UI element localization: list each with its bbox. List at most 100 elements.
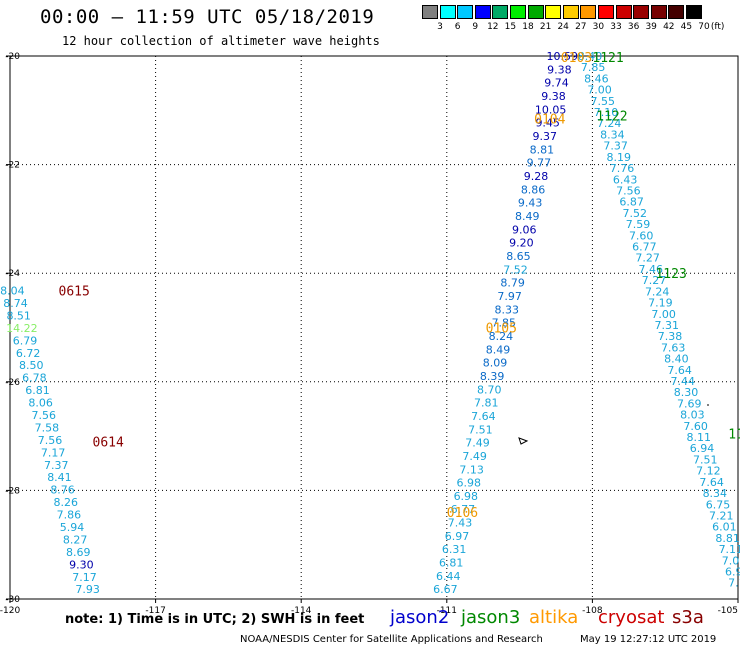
lon-tick-label: -111 [437, 606, 457, 616]
wave-height-point: 8.03 [680, 409, 705, 422]
color-legend-label: 6 [454, 22, 461, 32]
wave-height-point: 9.74 [544, 77, 569, 90]
color-legend-swatch [457, 5, 474, 19]
wave-height-point: 7.64 [699, 476, 724, 489]
wave-height-point: 6.98 [456, 477, 481, 490]
color-legend-label: 21 [539, 22, 552, 32]
wave-height-point: 7.17 [72, 571, 97, 584]
wave-height-point: 7.56 [32, 409, 57, 422]
wave-height-point: 7.55 [591, 95, 616, 108]
wave-height-point: 7.38 [658, 330, 683, 343]
color-legend-label: 39 [645, 22, 657, 32]
color-legend-label: 3 [437, 22, 443, 32]
color-legend-swatch [474, 5, 491, 19]
wave-height-point: 7.81 [474, 397, 499, 410]
wave-height-point: 8.76 [50, 484, 75, 497]
time-label: 1121 [592, 51, 623, 66]
wave-height-point: 7.24 [597, 117, 622, 130]
wave-height-point: 7.59 [626, 218, 651, 231]
wave-height-point: 9.43 [518, 197, 543, 210]
color-legend-swatch [422, 5, 438, 19]
wave-height-point: 7.85 [581, 61, 606, 74]
wave-height-point: 7.44 [671, 375, 696, 388]
lat-tick-label: -22 [5, 161, 20, 171]
wave-height-point: 7.21 [709, 509, 734, 522]
color-legend-swatch [633, 5, 650, 19]
wave-height-point: 7.56 [616, 184, 641, 197]
wave-height-point: 7.11 [719, 543, 740, 556]
satellite-altika: altika [529, 607, 579, 628]
wave-height-point: 8.26 [53, 496, 78, 509]
color-legend-swatch [527, 5, 544, 19]
satellite-s3a: s3a [672, 607, 704, 628]
wave-height-point: 7.13 [459, 463, 484, 476]
wave-height-point: 7.43 [448, 517, 473, 530]
color-legend-swatch [492, 5, 509, 19]
wave-height-point: 7.27 [642, 274, 667, 287]
wave-height-point: 7.64 [471, 410, 496, 423]
wave-height-point: 8.49 [486, 343, 511, 356]
color-legend-label: 45 [680, 22, 693, 32]
wave-height-point: 7.51 [693, 453, 718, 466]
wave-height-point: 6.43 [613, 173, 638, 186]
wave-height-point: 7.52 [503, 263, 528, 276]
color-legend-label: 70 [698, 22, 710, 32]
lat-tick-label: -24 [5, 269, 20, 279]
lat-tick-label: -28 [5, 486, 20, 496]
wave-height-point: 8.69 [66, 546, 91, 559]
wave-height-point: 8.11 [687, 431, 712, 444]
wave-height-point: 9.77 [527, 157, 552, 170]
wave-height-point: 8.09 [483, 357, 508, 370]
wave-height-point: 8.79 [500, 277, 525, 290]
color-legend-label: 33 [610, 22, 622, 32]
wave-height-point: 8.24 [489, 330, 514, 343]
wave-height-point: 9.28 [524, 170, 549, 183]
wave-height-point: 8.40 [578, 50, 603, 63]
wave-height-point: 6.44 [436, 570, 461, 583]
wave-height-point: 6.77 [451, 503, 476, 516]
wave-height-point: 7.51 [468, 423, 493, 436]
wave-height-point: 8.46 [584, 72, 609, 85]
wave-height-point: 8.70 [477, 383, 502, 396]
wave-height-point: 9.38 [541, 90, 566, 103]
wave-height-point: 6.97 [445, 530, 470, 543]
wave-height-point: 7.69 [677, 397, 702, 410]
wave-height-point: 6.31 [442, 543, 467, 556]
page-subtitle: 12 hour collection of altimeter wave hei… [62, 34, 380, 48]
wave-height-point: 7.60 [683, 420, 708, 433]
wave-height-point: 8.30 [674, 386, 699, 399]
color-legend-swatch [439, 5, 456, 19]
map-axes: -120 -117 -114 -111 -108 -105 -20 -22 -24 -26 -28 -… [0, 52, 739, 616]
wave-height-point: 7.63 [661, 341, 686, 354]
time-label: 0105 [486, 322, 517, 337]
lon-tick-label: -114 [291, 606, 312, 616]
time-label: 1124 [728, 427, 740, 442]
satellite-jason2: jason2 [390, 607, 450, 628]
wave-height-point: 6.78 [22, 372, 47, 385]
wave-height-point: 6.81 [439, 557, 464, 570]
color-legend-swatch [510, 5, 526, 19]
color-legend-swatch [650, 5, 667, 19]
color-legend-swatch [562, 5, 579, 19]
wave-height-point: 6.81 [25, 384, 50, 397]
map-grid [10, 56, 738, 599]
wave-height-point: 6.79 [13, 334, 38, 347]
wave-height-point: 9.20 [509, 237, 534, 250]
wave-height-point: 8.81 [715, 532, 740, 545]
wave-height-point: 7.58 [35, 421, 60, 434]
wave-height-point: 10.05 [535, 103, 567, 116]
island-outline [518, 437, 529, 445]
color-legend-swatch [545, 5, 562, 19]
wave-height-point: 8.74 [3, 297, 28, 310]
time-label: 0615 [59, 285, 90, 300]
wave-height-point: 8.33 [495, 303, 520, 316]
color-legend-unit: (ft) [710, 22, 725, 32]
wave-height-point: 7.56 [38, 434, 63, 447]
color-legend-label: 30 [592, 22, 605, 32]
wave-height-point: 8.40 [664, 353, 689, 366]
wave-height-point: 8.34 [703, 487, 728, 500]
wave-height-point: 7.12 [728, 577, 740, 590]
wave-height-point: 7.10 [594, 106, 619, 119]
